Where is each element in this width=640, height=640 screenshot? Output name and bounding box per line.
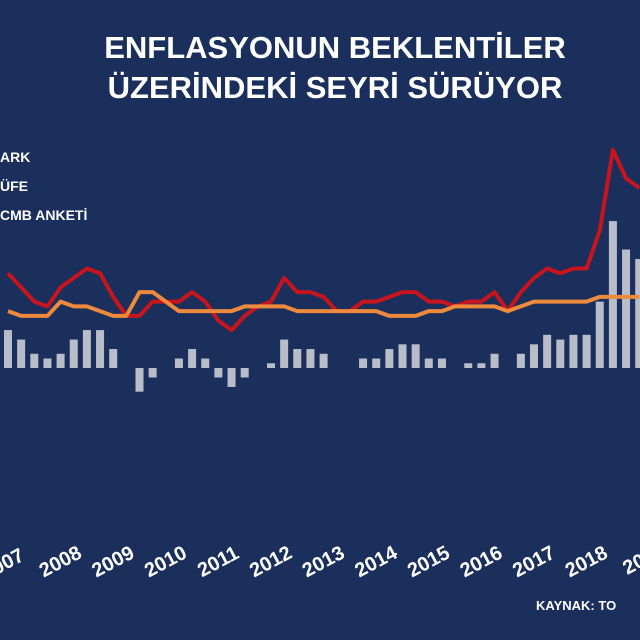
bar bbox=[569, 334, 578, 368]
bar bbox=[214, 368, 223, 378]
bar bbox=[43, 358, 52, 368]
bar bbox=[530, 344, 538, 368]
bar bbox=[267, 363, 275, 368]
bar bbox=[595, 301, 604, 368]
chart-title: ÜZERİNDEKİ SEYRİ SÜRÜYOR bbox=[108, 70, 563, 105]
bar bbox=[319, 353, 328, 368]
bar bbox=[293, 349, 302, 368]
bar bbox=[201, 358, 210, 368]
bar bbox=[30, 353, 39, 368]
bar bbox=[280, 339, 289, 368]
bar bbox=[188, 349, 197, 368]
bar bbox=[359, 358, 368, 368]
bar bbox=[372, 358, 381, 368]
bar bbox=[135, 368, 144, 392]
bar bbox=[56, 353, 65, 368]
bar bbox=[437, 358, 446, 368]
bar bbox=[464, 363, 473, 368]
bar bbox=[398, 344, 407, 368]
bar bbox=[582, 334, 591, 368]
line bbox=[7, 290, 640, 318]
source: KAYNAK: TO bbox=[536, 598, 616, 613]
bar bbox=[69, 339, 78, 368]
bar bbox=[17, 339, 26, 368]
bar bbox=[477, 363, 486, 368]
legend-label: CMB ANKETİ bbox=[0, 207, 87, 223]
bar bbox=[543, 334, 552, 368]
bar bbox=[82, 330, 91, 368]
bar bbox=[227, 368, 236, 387]
bar bbox=[635, 258, 640, 368]
bar bbox=[622, 249, 631, 368]
bar bbox=[4, 330, 12, 368]
bar bbox=[424, 358, 433, 368]
bar bbox=[174, 358, 183, 368]
legend-label: ÜFE bbox=[0, 178, 28, 194]
bar bbox=[608, 221, 617, 368]
bar bbox=[109, 349, 118, 368]
legend-label: ARK bbox=[0, 149, 30, 165]
bar bbox=[411, 344, 420, 368]
bar bbox=[240, 368, 249, 378]
bar bbox=[306, 349, 315, 368]
bar bbox=[516, 353, 525, 368]
bar bbox=[148, 368, 157, 378]
bar bbox=[96, 330, 105, 368]
bar bbox=[490, 353, 499, 368]
bar bbox=[385, 349, 394, 368]
bar bbox=[556, 339, 565, 368]
chart-title: ENFLASYONUN BEKLENTİLER bbox=[104, 30, 566, 65]
line bbox=[6, 147, 640, 333]
